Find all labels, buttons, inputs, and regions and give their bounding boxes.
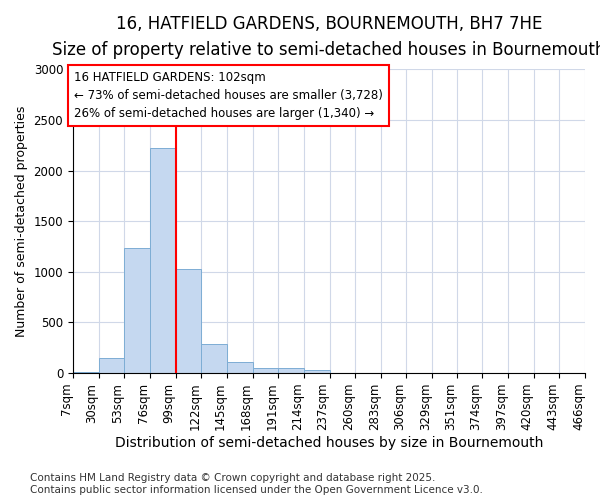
- Bar: [278, 368, 304, 373]
- Bar: [98, 358, 124, 373]
- Title: 16, HATFIELD GARDENS, BOURNEMOUTH, BH7 7HE
Size of property relative to semi-det: 16, HATFIELD GARDENS, BOURNEMOUTH, BH7 7…: [52, 15, 600, 60]
- Bar: [73, 372, 98, 373]
- Y-axis label: Number of semi-detached properties: Number of semi-detached properties: [15, 106, 28, 337]
- Text: 16 HATFIELD GARDENS: 102sqm
← 73% of semi-detached houses are smaller (3,728)
26: 16 HATFIELD GARDENS: 102sqm ← 73% of sem…: [74, 72, 383, 120]
- Bar: [227, 362, 253, 373]
- Text: Contains HM Land Registry data © Crown copyright and database right 2025.
Contai: Contains HM Land Registry data © Crown c…: [30, 474, 483, 495]
- X-axis label: Distribution of semi-detached houses by size in Bournemouth: Distribution of semi-detached houses by …: [115, 436, 543, 450]
- Bar: [176, 269, 201, 373]
- Bar: [150, 148, 176, 373]
- Bar: [329, 372, 355, 373]
- Bar: [253, 368, 278, 373]
- Bar: [124, 248, 150, 373]
- Bar: [304, 370, 329, 373]
- Bar: [201, 344, 227, 373]
